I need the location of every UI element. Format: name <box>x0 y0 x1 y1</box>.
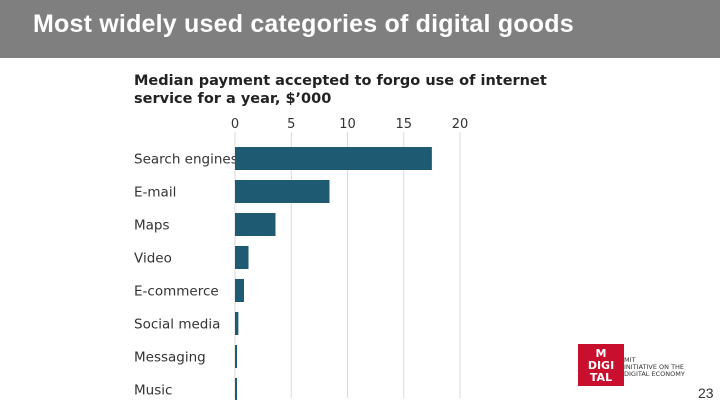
title-bar: Most widely used categories of digital g… <box>0 0 720 58</box>
mit-ide-logo: M DIGI TAL <box>578 344 624 386</box>
category-label: Maps <box>134 218 170 234</box>
bar <box>235 180 330 203</box>
x-tick-label: 10 <box>339 117 356 132</box>
x-tick-label: 15 <box>395 117 412 132</box>
page-number: 23 <box>698 385 714 401</box>
bar <box>235 312 239 335</box>
bar <box>235 378 237 400</box>
chart-title: Median payment accepted to forgo use of … <box>134 72 547 108</box>
bar <box>235 147 432 170</box>
logo-text-line-1: MIT <box>624 356 636 364</box>
bar-chart: 0 5 10 15 20 Search engines E-mail Maps Video E-c… <box>134 117 469 400</box>
category-label: Social media <box>134 317 220 333</box>
x-tick-label: 5 <box>287 117 295 132</box>
logo-mark-line-2: DIGI <box>587 359 615 372</box>
slide-title: Most widely used categories of digital g… <box>33 10 574 38</box>
category-label: E-commerce <box>134 284 219 300</box>
logo-mark-line-1: M <box>595 347 607 360</box>
chart-title-line-1: Median payment accepted to forgo use of … <box>134 73 547 89</box>
logo-text-line-2: INITIATIVE ON THE <box>624 363 685 371</box>
logo-mark-line-3: TAL <box>589 371 613 384</box>
category-label: Search engines <box>134 152 238 168</box>
logo-text: MIT INITIATIVE ON THE DIGITAL ECONOMY <box>624 357 685 378</box>
logo-text-line-3: DIGITAL ECONOMY <box>624 370 685 378</box>
bar <box>235 213 276 236</box>
x-tick-label: 0 <box>231 117 239 132</box>
category-label: Messaging <box>134 350 206 366</box>
bar <box>235 279 244 302</box>
x-tick-label: 20 <box>452 117 469 132</box>
bar <box>235 246 249 269</box>
category-label: Video <box>134 251 172 267</box>
chart-title-line-2: service for a year, $’000 <box>134 91 332 107</box>
category-label: Music <box>134 383 172 399</box>
bar <box>235 345 237 368</box>
category-label: E-mail <box>134 185 176 201</box>
